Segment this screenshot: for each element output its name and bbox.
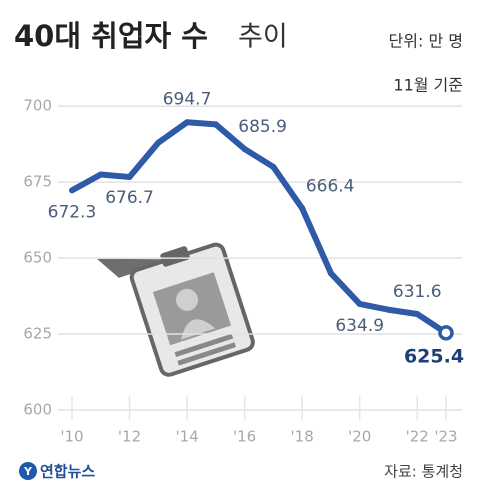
chart-title-suffix: 추이 (238, 22, 288, 53)
data-point (241, 146, 248, 153)
x-tick-label: '22 (406, 428, 429, 446)
data-point (97, 171, 104, 178)
data-point (327, 270, 334, 277)
data-point (385, 306, 392, 313)
data-line (70, 119, 448, 336)
data-point (155, 139, 162, 146)
chart-title: 40대 취업자 수 (14, 19, 208, 53)
value-label: 676.7 (105, 188, 154, 208)
data-point (356, 300, 363, 307)
logo: Y (19, 462, 37, 480)
y-tick-label: 650 (23, 249, 52, 267)
value-label: 625.4 (404, 345, 464, 367)
x-tick-label: '12 (118, 428, 141, 446)
y-tick-label: 675 (23, 173, 52, 191)
value-label: 666.4 (306, 176, 355, 196)
data-point (414, 310, 421, 317)
value-label: 631.6 (393, 282, 442, 302)
x-tick-label: '23 (434, 428, 457, 446)
x-tick-label: '10 (60, 428, 83, 446)
data-point (69, 187, 75, 194)
value-label: 694.7 (163, 89, 212, 109)
data-point (126, 173, 133, 180)
x-tick-label: '18 (291, 428, 314, 446)
y-tick-label: 625 (23, 325, 52, 343)
y-tick-label: 700 (23, 97, 52, 115)
data-point (299, 205, 306, 212)
badge-illustration (96, 242, 255, 377)
logo-text: 연합뉴스 (40, 463, 95, 481)
note: 11월 기준 (393, 76, 463, 95)
y-tick-label: 600 (23, 401, 52, 419)
value-label: 672.3 (48, 202, 97, 222)
data-point (438, 325, 454, 341)
x-tick-label: '14 (175, 428, 198, 446)
source: 자료: 통계청 (384, 463, 463, 481)
x-tick-label: '16 (233, 428, 256, 446)
unit: 단위: 만 명 (389, 32, 463, 51)
value-label: 685.9 (238, 117, 287, 137)
value-label: 634.9 (335, 316, 384, 336)
data-point (184, 119, 191, 126)
svg-text:Y: Y (23, 465, 33, 478)
x-tick-label: '20 (348, 428, 371, 446)
data-point (212, 121, 219, 128)
data-point (270, 163, 277, 170)
